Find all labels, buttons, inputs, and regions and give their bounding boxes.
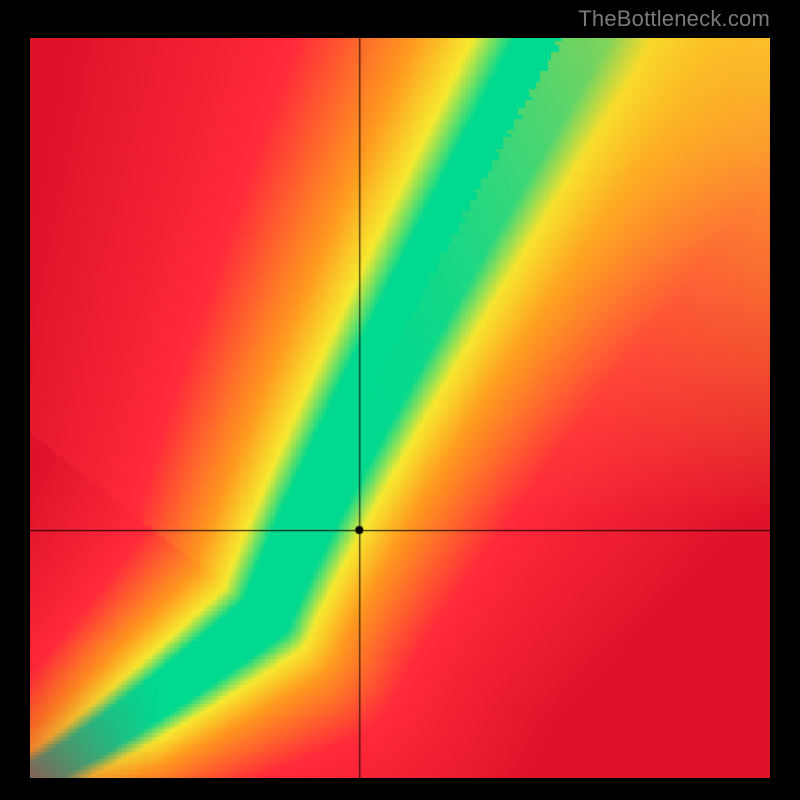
watermark-text: TheBottleneck.com <box>578 6 770 32</box>
bottleneck-heatmap <box>30 38 770 778</box>
